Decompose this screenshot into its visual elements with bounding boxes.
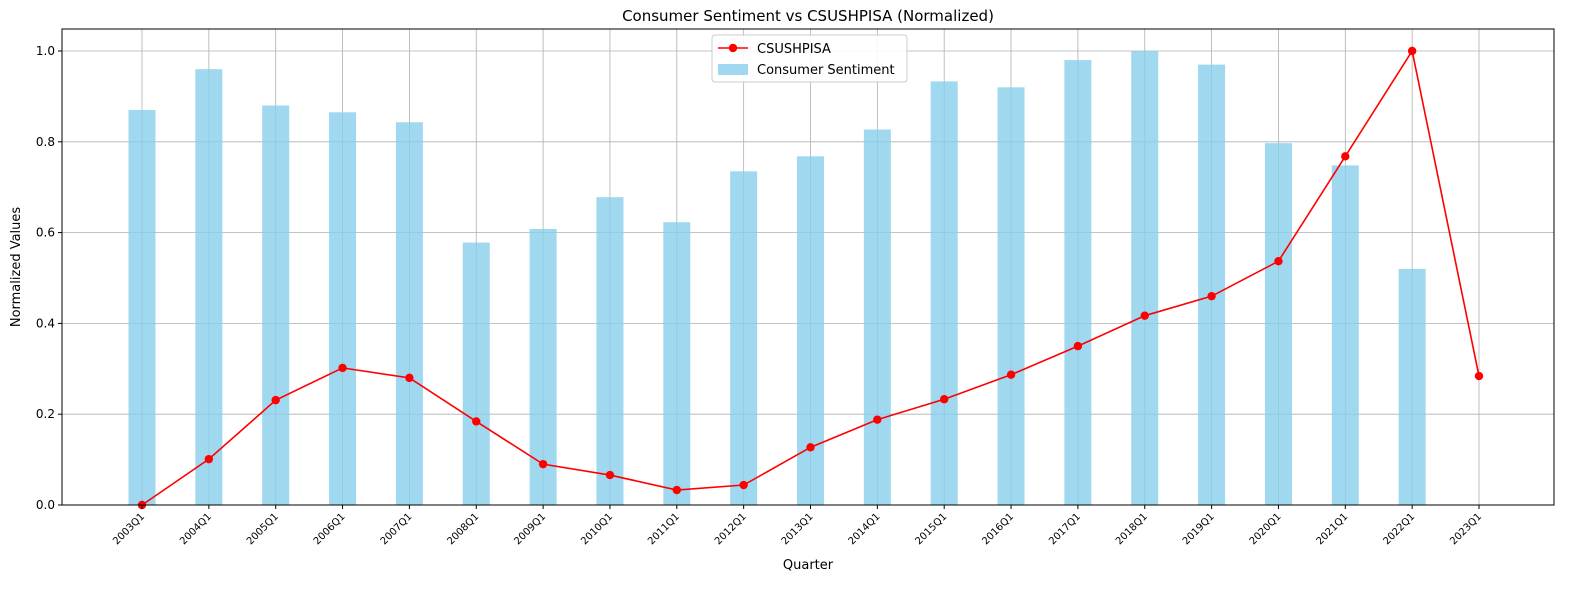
bar-consumer-sentiment xyxy=(262,105,290,505)
y-axis-label: Normalized Values xyxy=(9,207,24,328)
y-tick-label: 0.4 xyxy=(36,316,55,330)
bar-consumer-sentiment xyxy=(596,197,624,506)
bar-consumer-sentiment xyxy=(1131,51,1159,505)
point-csushpisa xyxy=(672,485,681,495)
point-csushpisa xyxy=(405,373,414,383)
x-tick-label: 2015Q1 xyxy=(913,511,949,547)
legend-bar-swatch xyxy=(718,64,748,75)
x-tick-label: 2018Q1 xyxy=(1114,511,1150,547)
chart-title: Consumer Sentiment vs CSUSHPISA (Normali… xyxy=(622,7,994,25)
plot-frame xyxy=(61,28,1555,506)
point-csushpisa xyxy=(1274,257,1283,266)
x-tick-label: 2012Q1 xyxy=(713,511,749,547)
bar-consumer-sentiment xyxy=(930,81,958,505)
legend-label-consumer-sentiment: Consumer Sentiment xyxy=(757,63,895,78)
y-tick-label: 0.6 xyxy=(36,226,55,240)
bar-consumer-sentiment xyxy=(1198,64,1226,506)
x-tick-label: 2009Q1 xyxy=(512,511,548,547)
bar-consumer-sentiment xyxy=(997,87,1025,505)
x-tick-label: 2014Q1 xyxy=(847,511,883,547)
bar-consumer-sentiment xyxy=(1264,143,1292,506)
x-tick-label: 2023Q1 xyxy=(1448,511,1484,547)
y-tick-label: 1.0 xyxy=(36,44,55,58)
x-tick-label: 2005Q1 xyxy=(245,511,281,547)
point-csushpisa xyxy=(739,480,748,490)
x-axis: 2003Q1 2004Q1 2005Q1 2006Q1 2007Q1 2008Q1 2009… xyxy=(111,505,1484,547)
x-tick-label: 2021Q1 xyxy=(1315,511,1351,547)
point-csushpisa xyxy=(940,395,949,404)
y-axis: 0.0 0.2 0.4 0.6 0.8 1.0 xyxy=(36,44,62,512)
y-tick-label: 0.0 xyxy=(36,498,55,512)
point-csushpisa xyxy=(1474,371,1484,381)
x-tick-label: 2016Q1 xyxy=(980,511,1016,547)
x-tick-label: 2007Q1 xyxy=(379,511,415,547)
point-csushpisa xyxy=(1140,311,1149,320)
x-tick-label: 2004Q1 xyxy=(178,511,214,547)
point-csushpisa xyxy=(1341,152,1350,161)
bar-consumer-sentiment xyxy=(462,242,490,505)
x-tick-label: 2022Q1 xyxy=(1381,511,1417,547)
x-tick-label: 2008Q1 xyxy=(446,511,482,547)
bar-consumer-sentiment xyxy=(128,110,156,506)
point-csushpisa xyxy=(1073,341,1083,351)
point-csushpisa xyxy=(338,363,347,373)
y-tick-label: 0.2 xyxy=(36,407,55,421)
bars-consumer-sentiment xyxy=(128,51,1426,506)
bar-consumer-sentiment xyxy=(395,122,423,505)
line-csushpisa xyxy=(137,46,1484,510)
x-tick-label: 2010Q1 xyxy=(579,511,615,547)
point-csushpisa xyxy=(605,470,615,480)
legend-label-csushpisa: CSUSHPISA xyxy=(757,42,831,57)
point-csushpisa xyxy=(204,454,214,464)
bar-consumer-sentiment xyxy=(1064,60,1092,506)
bar-consumer-sentiment xyxy=(863,129,891,506)
x-tick-label: 2003Q1 xyxy=(111,511,147,547)
x-tick-label: 2017Q1 xyxy=(1047,511,1083,547)
bar-consumer-sentiment xyxy=(730,171,758,505)
bar-consumer-sentiment xyxy=(1331,165,1359,505)
point-csushpisa xyxy=(806,443,815,452)
point-csushpisa xyxy=(271,395,280,405)
bar-consumer-sentiment xyxy=(663,222,691,505)
x-tick-label: 2006Q1 xyxy=(312,511,348,547)
point-csushpisa xyxy=(1006,370,1016,379)
point-csushpisa xyxy=(538,459,548,469)
legend-marker-swatch xyxy=(728,43,738,53)
x-tick-label: 2013Q1 xyxy=(780,511,816,547)
x-tick-label: 2011Q1 xyxy=(646,511,682,547)
point-csushpisa xyxy=(1407,46,1417,56)
point-csushpisa xyxy=(472,417,481,426)
bar-consumer-sentiment xyxy=(1398,268,1426,505)
x-tick-label: 2020Q1 xyxy=(1248,511,1284,547)
legend-box xyxy=(711,34,908,83)
legend: CSUSHPISA Consumer Sentiment xyxy=(711,34,908,83)
point-csushpisa xyxy=(1207,291,1216,301)
bar-consumer-sentiment xyxy=(329,112,357,505)
point-csushpisa xyxy=(873,415,882,424)
y-tick-label: 0.8 xyxy=(36,135,55,149)
bar-consumer-sentiment xyxy=(195,69,223,505)
x-tick-label: 2019Q1 xyxy=(1181,511,1217,547)
x-axis-label: Quarter xyxy=(783,558,834,573)
